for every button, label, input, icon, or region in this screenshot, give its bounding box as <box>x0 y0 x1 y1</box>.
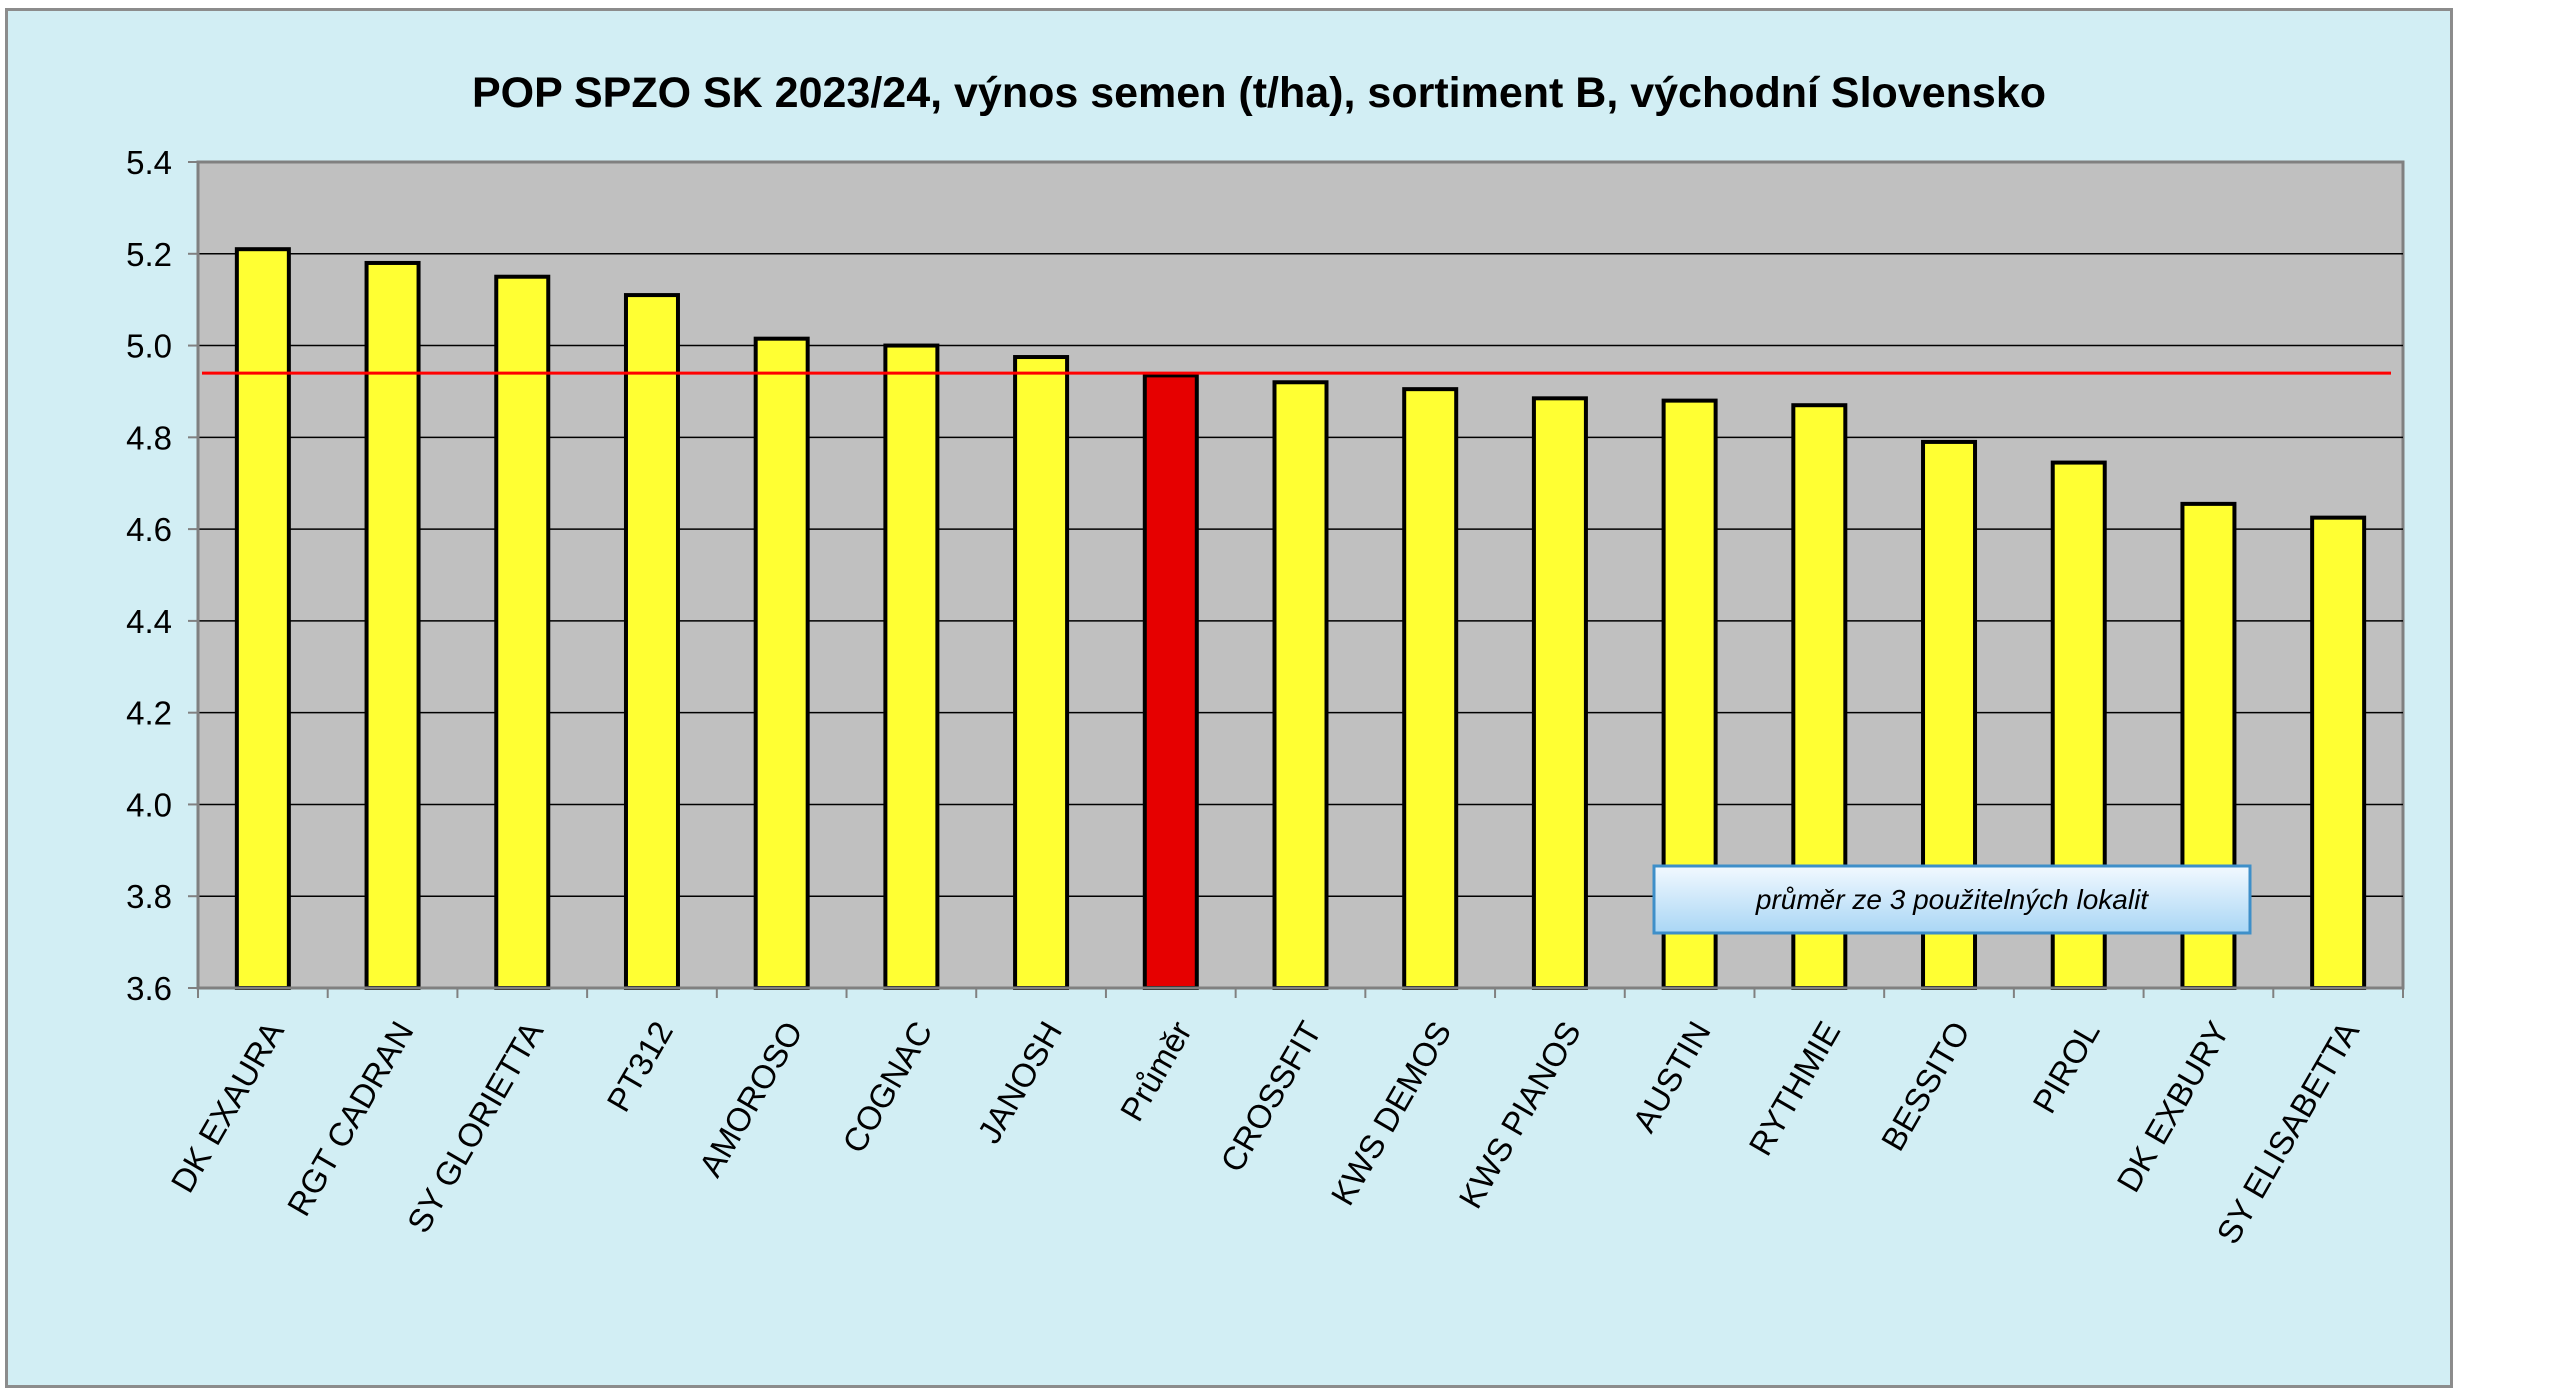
bar <box>623 293 680 991</box>
x-category-label: Průměr <box>1113 1015 1199 1127</box>
x-category-label: CROSSFIT <box>1213 1015 1328 1178</box>
bar <box>1013 355 1070 990</box>
bar <box>753 336 810 990</box>
x-category-label: AMOROSO <box>692 1015 810 1183</box>
x-category-label: RYTHMIE <box>1741 1015 1847 1162</box>
y-tick-label: 4.2 <box>126 695 172 732</box>
annotation-background <box>1652 864 2252 935</box>
y-tick-label: 4.0 <box>126 786 172 823</box>
y-tick-label: 4.4 <box>126 603 172 640</box>
x-category-label: PT312 <box>599 1015 680 1118</box>
x-category-label: KWS PIANOS <box>1451 1015 1588 1215</box>
x-category-label: DK EXAURA <box>164 1015 291 1199</box>
y-tick-label: 5.4 <box>126 144 172 181</box>
x-category-label: PIROL <box>2025 1015 2107 1119</box>
y-tick-label: 4.6 <box>126 511 172 548</box>
y-tick-label: 4.8 <box>126 419 172 456</box>
y-axis-ticks: 5.4 5.2 5.0 4.8 4.6 4.4 4.2 4.0 3.8 3.6 <box>126 144 198 1007</box>
bar <box>1272 380 1329 990</box>
x-category-label: RGT CADRAN <box>280 1015 421 1222</box>
bar <box>883 343 940 990</box>
bar <box>494 274 551 990</box>
x-category-label: KWS DEMOS <box>1324 1015 1459 1211</box>
x-category-label: COGNAC <box>835 1015 939 1159</box>
bar <box>1531 396 1588 991</box>
x-category-label: BESSITO <box>1874 1015 1977 1157</box>
bar <box>234 247 291 990</box>
bar <box>364 260 421 990</box>
annotation-text: průměr ze 3 použitelných lokalit <box>1755 884 2149 915</box>
axes <box>196 162 2404 998</box>
x-category-label: SY ELISABETTA <box>2209 1015 2366 1250</box>
bar <box>2310 515 2367 991</box>
chart-title: POP SPZO SK 2023/24, výnos semen (t/ha),… <box>472 69 2046 117</box>
y-tick-label: 3.8 <box>126 878 172 915</box>
bar <box>1402 387 1459 990</box>
annotation-box: průměr ze 3 použitelných lokalit <box>1652 864 2252 935</box>
bar-average <box>1142 373 1199 990</box>
x-category-label: DK EXBURY <box>2109 1015 2236 1198</box>
x-category-label: SY GLORIETTA <box>400 1015 551 1239</box>
y-tick-label: 5.2 <box>126 236 172 273</box>
y-tick-label: 5.0 <box>126 328 172 365</box>
x-category-label: JANOSH <box>970 1015 1069 1149</box>
x-category-label: AUSTIN <box>1625 1015 1718 1138</box>
y-tick-label: 3.6 <box>126 970 172 1007</box>
